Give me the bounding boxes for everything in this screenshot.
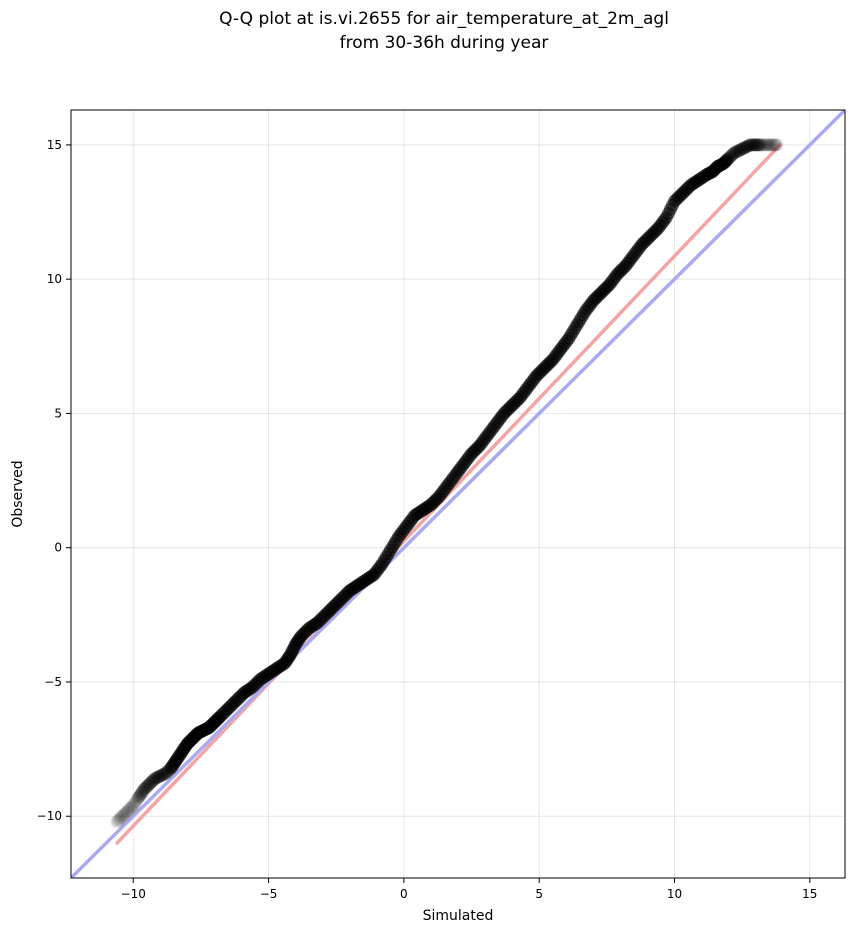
quantile-points [110,138,784,829]
y-tick-label: 10 [47,272,62,286]
qq-point [148,772,162,786]
x-tick-label: 5 [535,887,543,901]
qq-point [730,145,744,159]
one-to-one-line [71,110,845,878]
qq-point [742,139,756,153]
qq-point [768,138,782,152]
qq-point [145,774,159,788]
qq-point [149,771,163,785]
qq-point [140,780,154,794]
y-tick-label: 15 [47,138,62,152]
qq-point [735,142,749,156]
qq-point [134,786,148,800]
qq-point [747,138,761,152]
x-tick-label: 10 [667,887,682,901]
y-axis-ticks: −10 −5 0 5 10 15 [37,138,71,823]
qq-point [138,781,152,795]
qq-point [739,140,753,154]
qq-point [770,138,784,152]
x-tick-label: −10 [121,887,146,901]
qq-point [126,798,140,812]
qq-point [737,141,751,155]
x-axis-ticks: −10 −5 0 5 10 15 [121,878,817,901]
x-tick-label: 0 [400,887,408,901]
qq-point [734,143,748,157]
qq-point [121,804,135,818]
qq-point [122,803,136,817]
qq-point [724,149,738,163]
qq-point [751,138,765,152]
plot-frame [70,109,846,879]
qq-point [758,138,772,152]
qq-point [765,138,779,152]
qq-point [753,138,767,152]
y-tick-label: −10 [37,809,62,823]
qq-point [743,138,757,152]
qq-point [722,151,736,165]
qq-point [738,141,752,155]
qq-point [129,794,143,808]
y-axis-label: Observed [10,460,26,527]
y-tick-label: 0 [54,541,62,555]
qq-point [153,769,167,783]
qq-point [113,812,127,826]
reference-lines [71,110,845,878]
qq-point [720,153,734,167]
qq-point [132,790,146,804]
qq-point [152,770,166,784]
qq-point [144,776,158,790]
qq-point [741,139,755,153]
chart-title-line-2: from 30-36h during year [340,33,549,53]
qq-point [128,796,142,810]
qq-point [764,138,778,152]
chart-title-line-1: Q-Q plot at is.vi.2655 for air_temperatu… [219,9,669,29]
qq-point [114,811,128,825]
y-tick-label: 5 [54,406,62,420]
x-axis-label: Simulated [423,908,494,924]
qq-point [124,801,138,815]
qq-point [141,778,155,792]
grid-lines [71,110,845,878]
qq-point [732,143,746,157]
qq-point [115,809,129,823]
qq-point [727,146,741,160]
x-tick-label: 15 [802,887,817,901]
qq-point [133,788,147,802]
qq-point [760,138,774,152]
qq-point [731,144,745,158]
qq-point [761,138,775,152]
qq-point [118,807,132,821]
qq-point [155,768,169,782]
qq-point [757,138,771,152]
qq-point [749,138,763,152]
qq-point [137,782,151,796]
qq-point [726,147,740,161]
qq-point [769,138,783,152]
qq-point [147,773,161,787]
qq-point [110,815,124,829]
qq-point [117,808,131,822]
qq-point [142,777,156,791]
qq-point [746,138,760,152]
y-tick-label: −5 [44,675,62,689]
qq-point [755,138,769,152]
qq-point [130,792,144,806]
qq-point [728,145,742,159]
x-tick-label: −5 [260,887,278,901]
qq-point [119,805,133,819]
qq-point [750,138,764,152]
qq-point [723,150,737,164]
qq-point [745,138,759,152]
qq-point [111,813,125,827]
qq-point [762,138,776,152]
qq-point [151,770,165,784]
qq-point [754,138,768,152]
qq-point [125,800,139,814]
qq-point [136,784,150,798]
qq-point [766,138,780,152]
